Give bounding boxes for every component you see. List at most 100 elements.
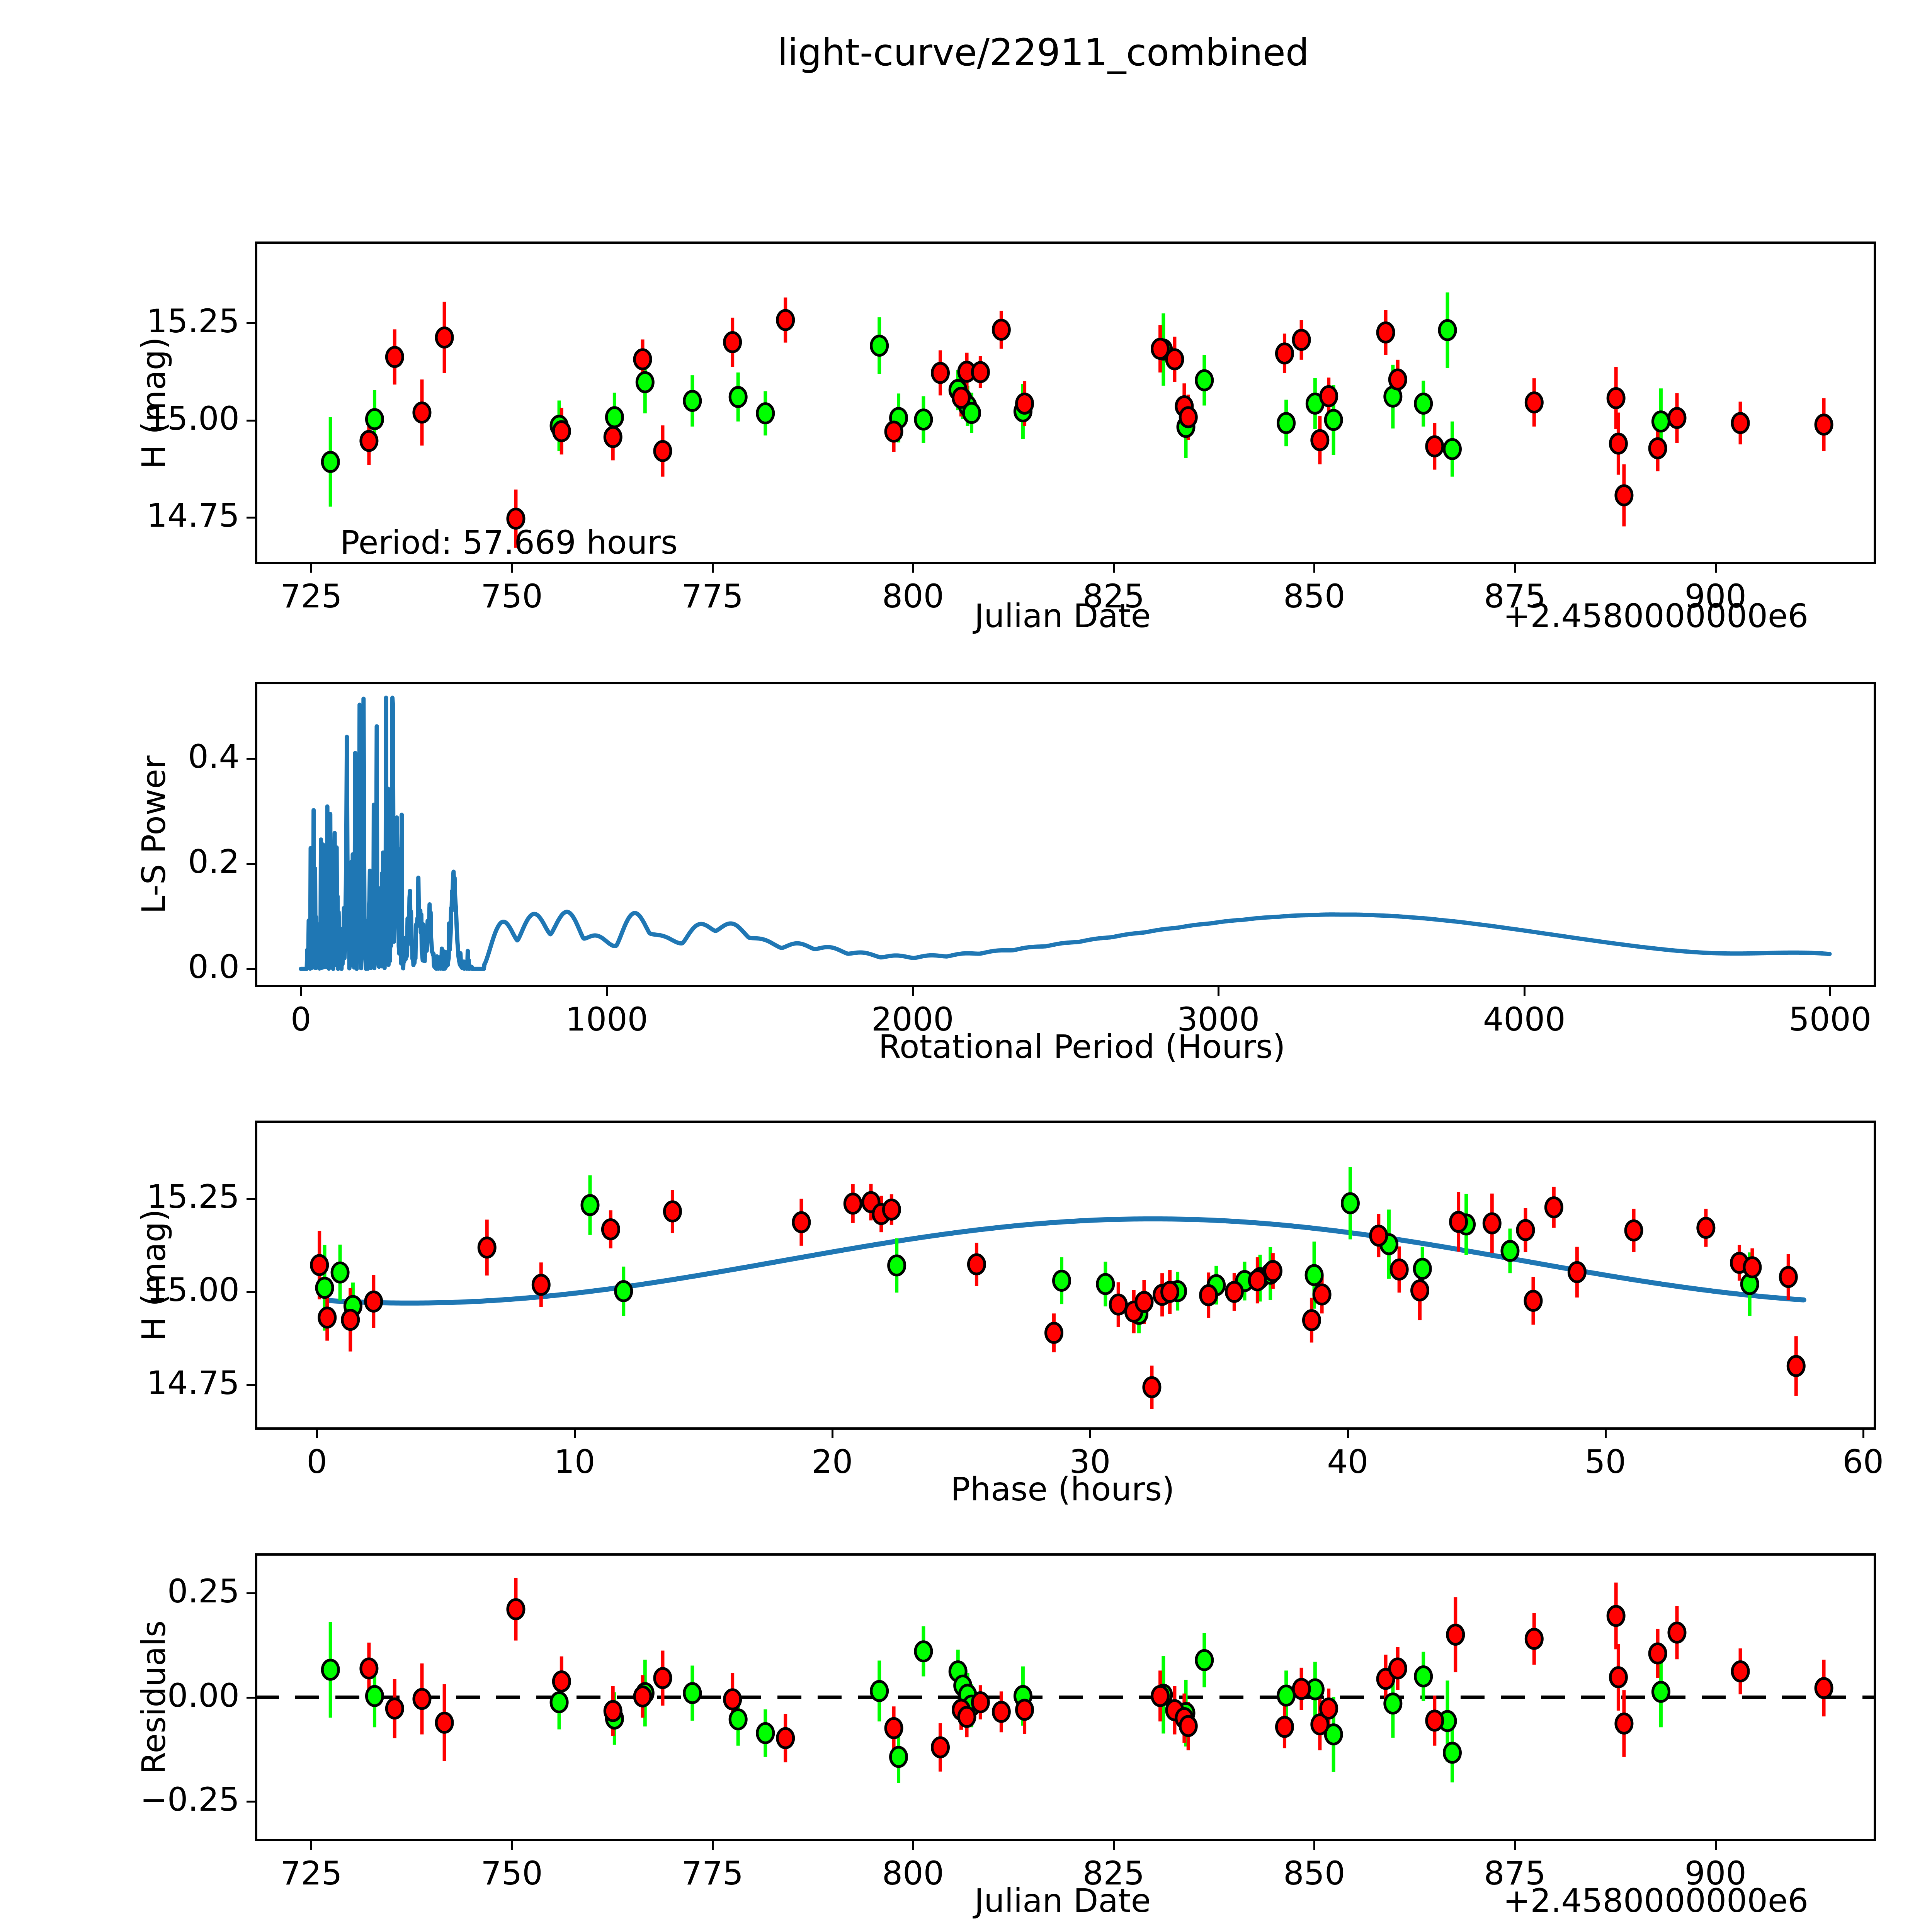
lightcurve-ylabel: H (mag) — [135, 337, 173, 469]
x-tick-label: 825 — [1082, 577, 1145, 615]
x-tick-label: 850 — [1283, 1854, 1345, 1892]
data-point — [1340, 1192, 1360, 1214]
data-point — [1743, 1256, 1762, 1279]
data-point — [1814, 1677, 1833, 1699]
lightcurve-xlabel: Julian Date — [974, 597, 1151, 635]
data-point — [776, 1727, 795, 1749]
data-point — [723, 331, 742, 354]
x-tick-mark — [912, 1841, 914, 1850]
y-tick-label: 15.00 — [146, 399, 240, 437]
x-tick-label: 60 — [1842, 1443, 1884, 1481]
panel-periodogram-frame — [255, 682, 1876, 987]
y-tick-label: 15.25 — [146, 302, 240, 340]
y-tick-mark — [247, 1384, 255, 1386]
data-point — [1425, 435, 1444, 457]
data-point — [531, 1274, 551, 1296]
x-tick-label: 40 — [1327, 1443, 1369, 1481]
data-point — [477, 1236, 497, 1259]
data-point — [365, 1685, 384, 1707]
y-tick-label: 0.0 — [188, 948, 240, 986]
data-point — [580, 1194, 600, 1216]
data-point — [1442, 438, 1462, 460]
data-point — [1142, 1376, 1162, 1398]
y-tick-mark — [247, 517, 255, 519]
data-point — [931, 362, 950, 384]
data-point — [1096, 1273, 1115, 1295]
y-tick-label: 14.75 — [146, 1364, 240, 1402]
x-tick-label: 3000 — [1177, 1000, 1260, 1038]
data-point — [957, 1706, 976, 1728]
x-tick-mark — [310, 564, 313, 573]
data-point — [1302, 1309, 1321, 1332]
data-point — [1376, 321, 1395, 344]
sine-fit-curve — [325, 1216, 1806, 1306]
panel-periodogram — [255, 682, 1876, 987]
y-tick-mark — [247, 419, 255, 422]
data-point — [756, 402, 775, 425]
data-point — [1044, 1321, 1063, 1344]
lightcurve-plot — [321, 292, 1833, 548]
x-tick-label: 4000 — [1483, 1000, 1566, 1038]
marker-group-green — [321, 319, 1670, 473]
x-tick-mark — [1218, 987, 1220, 996]
data-point — [1524, 1290, 1543, 1312]
lightcurve-offset-label: +2.4580000000e6 — [1503, 597, 1809, 635]
x-tick-label: 875 — [1484, 577, 1546, 615]
data-point — [633, 1685, 652, 1708]
data-point — [1648, 1642, 1667, 1665]
data-point — [341, 1309, 360, 1331]
y-tick-mark — [247, 1801, 255, 1803]
x-tick-mark — [1313, 1841, 1316, 1850]
y-tick-mark — [247, 968, 255, 970]
data-point — [1179, 1715, 1198, 1737]
marker-group-green — [315, 1192, 1759, 1325]
x-tick-mark — [1113, 1841, 1115, 1850]
data-point — [1199, 1284, 1218, 1306]
data-point — [884, 1717, 903, 1739]
y-tick-label: 0.00 — [167, 1676, 240, 1714]
data-point — [1292, 1678, 1311, 1700]
data-point — [1165, 348, 1184, 371]
data-point — [683, 389, 702, 412]
data-point — [506, 1598, 526, 1621]
data-point — [653, 1667, 672, 1689]
y-tick-mark — [247, 757, 255, 760]
data-point — [330, 1261, 350, 1284]
panel-lightcurve — [255, 242, 1876, 564]
x-tick-label: 0 — [290, 1000, 311, 1038]
x-tick-mark — [1829, 987, 1832, 996]
x-tick-mark — [1714, 564, 1717, 573]
data-point — [1446, 1624, 1465, 1646]
data-point — [552, 1670, 571, 1692]
phase-folded-plot — [310, 1167, 1806, 1409]
data-point — [364, 1290, 383, 1313]
data-point — [359, 1657, 379, 1680]
data-point — [1277, 412, 1296, 434]
data-point — [1667, 1621, 1687, 1644]
data-point — [792, 1211, 811, 1233]
data-point — [1567, 1261, 1587, 1283]
period-annotation: Period: 57.669 hours — [340, 524, 678, 561]
data-point — [1015, 1699, 1034, 1721]
x-tick-label: 825 — [1082, 1854, 1145, 1892]
data-point — [614, 1280, 633, 1302]
x-tick-label: 30 — [1069, 1443, 1111, 1481]
data-point — [1195, 1649, 1214, 1671]
data-point — [952, 386, 971, 409]
data-point — [1388, 1657, 1407, 1680]
y-tick-label: 0.4 — [188, 737, 240, 776]
data-point — [1319, 1697, 1338, 1720]
x-tick-mark — [573, 1430, 576, 1438]
x-tick-label: 900 — [1684, 1854, 1747, 1892]
data-point — [1609, 1666, 1628, 1689]
data-point — [914, 408, 933, 431]
x-tick-label: 750 — [481, 577, 543, 615]
data-point — [435, 326, 454, 349]
data-point — [1292, 329, 1311, 351]
y-tick-mark — [247, 1198, 255, 1200]
x-tick-mark — [1089, 1430, 1091, 1438]
data-point — [385, 346, 404, 368]
x-tick-mark — [300, 987, 302, 996]
data-point — [1449, 1211, 1468, 1233]
x-tick-mark — [1313, 564, 1316, 573]
